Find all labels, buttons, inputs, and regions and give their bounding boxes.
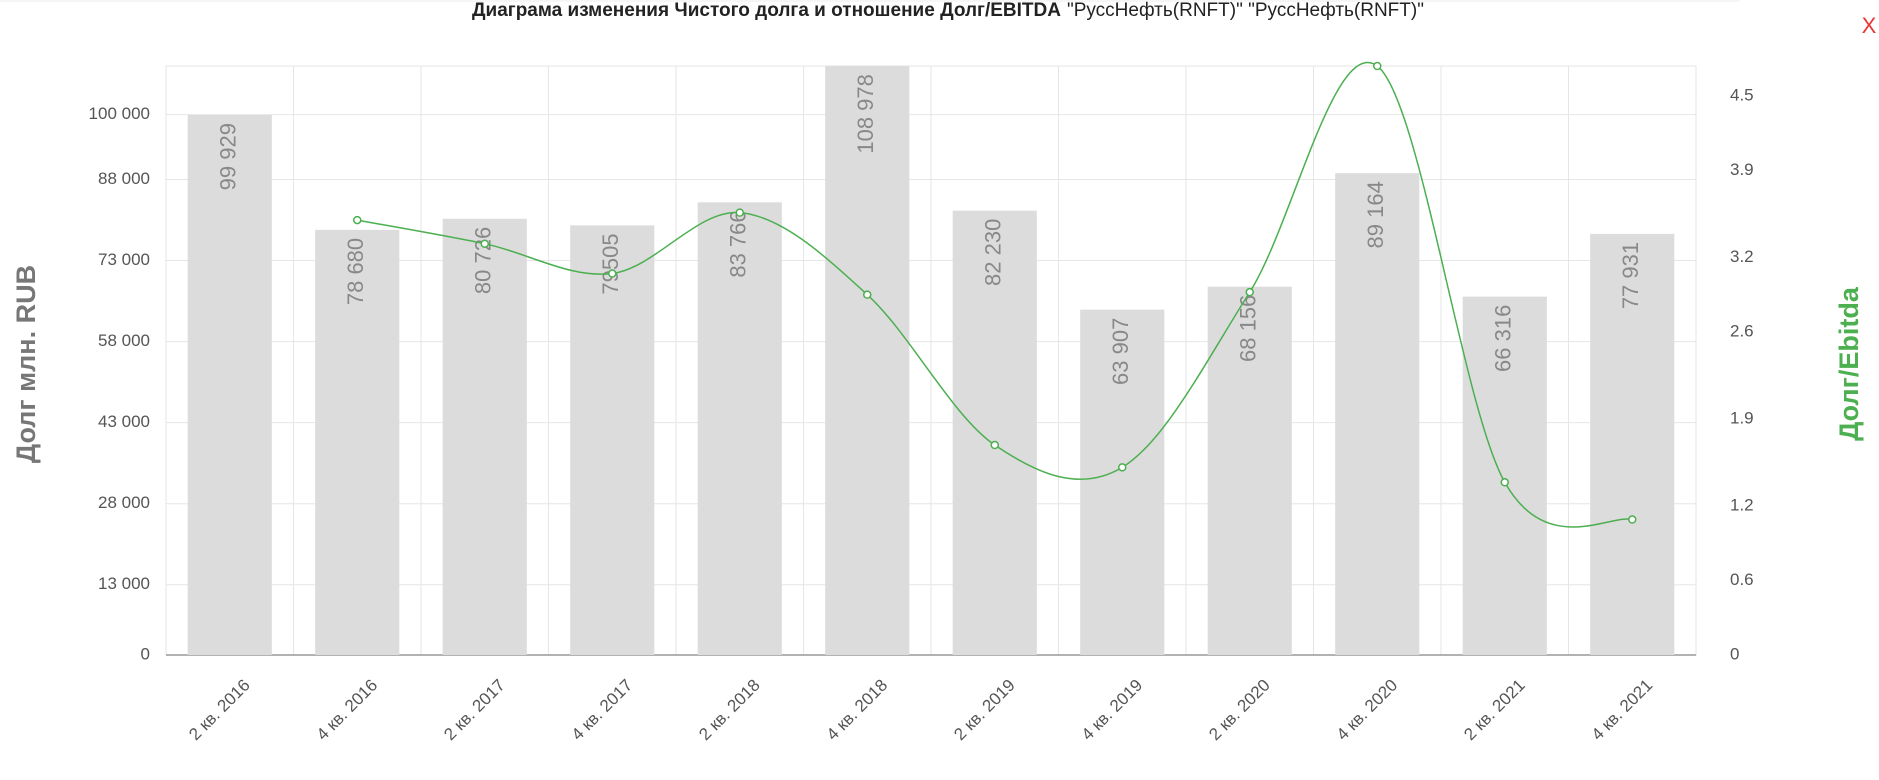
chart-title: Диаграма изменения Чистого долга и отнош…	[472, 0, 1424, 21]
x-tick-label: 4 кв. 2019	[1078, 676, 1147, 745]
x-tick-label: 2 кв. 2016	[185, 676, 254, 745]
bar	[442, 218, 527, 655]
line-point	[1118, 463, 1127, 472]
line-point	[480, 239, 489, 248]
x-tick-label: 2 кв. 2019	[950, 676, 1019, 745]
y2-tick-label: 1.2	[1730, 495, 1754, 514]
bar	[825, 66, 910, 655]
y2-tick-label: 4.5	[1730, 85, 1754, 104]
line-point	[990, 440, 999, 450]
data-label: 63 907	[1108, 318, 1133, 385]
line-point	[863, 290, 872, 299]
bar	[1207, 286, 1292, 655]
y2-tick-label: 0.6	[1730, 570, 1754, 589]
line-point	[608, 269, 617, 278]
y-tick-label: 88 000	[98, 169, 150, 188]
x-tick-label: 4 кв. 2016	[313, 676, 382, 745]
y2-tick-label: 2.6	[1730, 321, 1754, 340]
data-label: 99 929	[216, 123, 241, 190]
y-axis-title: Долг млн. RUB	[11, 265, 41, 463]
line-point	[1373, 61, 1382, 71]
title-main: Диаграма изменения Чистого долга и отнош…	[472, 0, 1061, 21]
x-tick-label: 4 кв. 2017	[568, 676, 637, 745]
y2-tick-label: 1.9	[1730, 408, 1754, 427]
title-company: "РуссНефть(RNFT)" "РуссНефть(RNFT)"	[1067, 0, 1424, 21]
data-label: 79505	[598, 233, 623, 294]
y-tick-label: 28 000	[98, 493, 150, 512]
data-label: 89 164	[1363, 181, 1388, 248]
y-tick-label: 43 000	[98, 412, 150, 431]
data-label: 83 766	[726, 210, 751, 277]
data-label: 77 931	[1618, 242, 1643, 309]
y-tick-label: 100 000	[89, 104, 150, 123]
y-tick-label: 13 000	[98, 574, 150, 593]
x-tick-label: 4 кв. 2020	[1333, 676, 1402, 745]
line-point	[1500, 478, 1509, 487]
y-tick-label: 0	[141, 644, 150, 663]
line-point	[1245, 287, 1254, 297]
y2-tick-label: 0	[1730, 644, 1739, 663]
y2-tick-label: 3.2	[1730, 247, 1754, 266]
data-label: 82 230	[981, 219, 1006, 286]
data-label: 80 726	[471, 227, 496, 294]
y-tick-label: 73 000	[98, 250, 150, 269]
bar	[952, 210, 1037, 655]
data-label: 78 680	[343, 238, 368, 305]
close-button[interactable]: X	[1862, 13, 1877, 38]
x-tick-label: 2 кв. 2017	[440, 676, 509, 745]
line-point	[353, 215, 362, 225]
bar	[187, 115, 272, 656]
bar	[1462, 296, 1547, 655]
data-label: 108 978	[853, 74, 878, 154]
x-tick-label: 4 кв. 2021	[1588, 676, 1657, 745]
data-label: 68 156	[1236, 295, 1261, 362]
data-label: 66 316	[1491, 305, 1516, 372]
bar	[1080, 309, 1165, 655]
x-tick-label: 4 кв. 2018	[823, 676, 892, 745]
y-tick-label: 58 000	[98, 331, 150, 350]
x-tick-label: 2 кв. 2018	[695, 676, 764, 745]
y2-tick-label: 3.9	[1730, 160, 1754, 179]
x-tick-label: 2 кв. 2020	[1205, 676, 1274, 745]
bar	[315, 229, 400, 655]
y2-axis-title: Долг/Ebitda	[1834, 286, 1864, 441]
line-point	[735, 208, 744, 217]
x-tick-label: 2 кв. 2021	[1460, 676, 1529, 745]
bar	[697, 202, 782, 655]
line-point	[1628, 515, 1637, 524]
bar	[1590, 233, 1675, 656]
bar	[1335, 173, 1420, 655]
bar	[570, 225, 655, 656]
